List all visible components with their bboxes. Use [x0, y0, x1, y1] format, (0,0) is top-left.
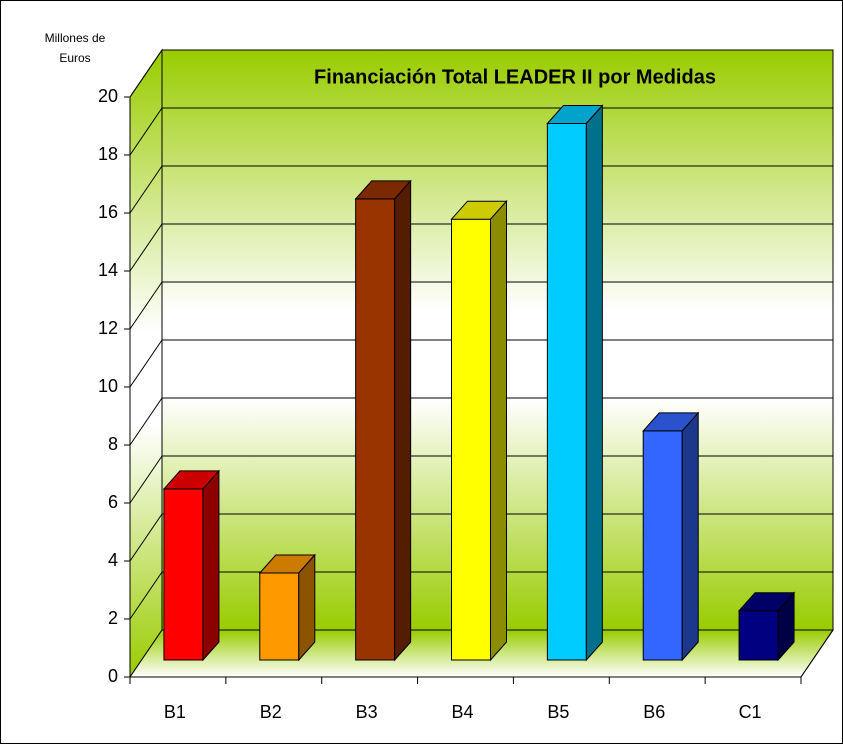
x-tick-label: B5 [547, 702, 569, 722]
grid-line [129, 455, 163, 504]
bar-side [681, 411, 699, 662]
bar-front [259, 572, 300, 661]
bar-side [490, 199, 507, 662]
bar-front [546, 123, 587, 661]
chart-title: Financiación Total LEADER II por Medidas [314, 66, 716, 88]
bar-side [585, 104, 603, 662]
y-tick-label: 10 [98, 376, 118, 396]
bar-front [163, 488, 204, 661]
y-tick-label: 0 [108, 666, 118, 686]
x-tick-label: B4 [451, 702, 473, 722]
grid-line [129, 339, 163, 388]
bar [354, 179, 412, 662]
y-tick-label: 20 [98, 86, 118, 106]
bar [162, 469, 221, 662]
x-tick-label: C1 [739, 702, 762, 722]
bar [642, 411, 700, 662]
bar-front [642, 430, 683, 661]
grid-line [129, 397, 163, 446]
bar-front [451, 218, 491, 661]
y-tick-label: 2 [108, 608, 118, 628]
grid-line [129, 49, 163, 98]
grid-line [129, 281, 163, 330]
bar [546, 104, 604, 662]
grid-line [129, 223, 163, 272]
bar-front [355, 198, 396, 661]
bar [258, 553, 316, 662]
bar-side [298, 553, 316, 662]
grid-line [129, 165, 163, 214]
y-tick-label: 18 [98, 144, 118, 164]
y-tick-label: 14 [98, 260, 118, 280]
bar [737, 591, 796, 662]
x-tick-label: B1 [164, 702, 186, 722]
bar-front [738, 610, 779, 661]
x-tick-label: B6 [643, 702, 665, 722]
y-tick-label: 4 [108, 550, 118, 570]
y-tick-label: 6 [108, 492, 118, 512]
grid-line [129, 571, 163, 620]
bar-side [202, 469, 220, 662]
x-tick-label: B2 [260, 702, 282, 722]
floor-edge [800, 629, 834, 678]
y-tick-label: 12 [98, 318, 118, 338]
y-axis-label: Millones de Euros [44, 31, 106, 65]
x-tick-label: B3 [356, 702, 378, 722]
bar-side [394, 179, 412, 662]
bar-side [777, 591, 795, 662]
bar [450, 199, 508, 662]
grid-line [129, 513, 163, 562]
y-tick-label: 16 [98, 202, 118, 222]
y-tick-label: 8 [108, 434, 118, 454]
grid-line [129, 107, 163, 156]
